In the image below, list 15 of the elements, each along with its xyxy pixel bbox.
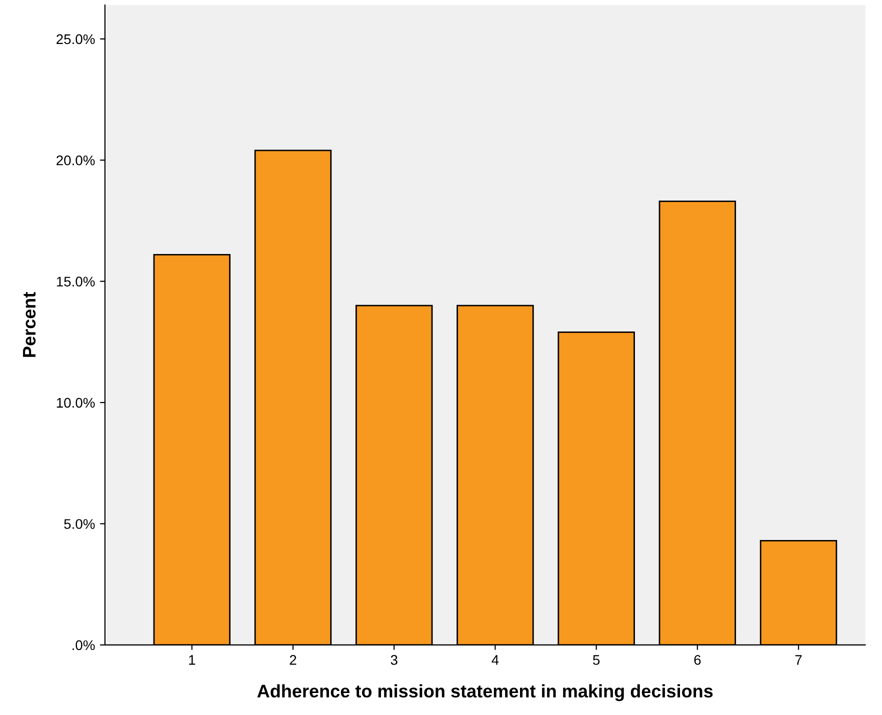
x-tick-label: 7 [795,655,802,665]
x-tick-label: 2 [290,655,296,665]
y-tick-label: 15.0% [56,276,95,287]
x-tick-label: 6 [694,655,701,665]
y-tick-label: 10.0% [56,398,95,408]
y-tick-label: 5.0% [64,519,95,529]
x-tick-label: 4 [492,655,499,665]
y-tick-label: 20.0% [56,155,95,166]
y-tick-label: .0% [72,640,95,650]
x-tick-label: 3 [390,655,398,665]
x-tick-label: 5 [593,655,600,665]
x-tick-label: 1 [189,655,196,665]
x-axis-title: Adherence to mission statement in making decisions [257,684,713,702]
y-tick-label: 25.0% [56,34,95,44]
y-axis-title: Percent [23,292,36,357]
